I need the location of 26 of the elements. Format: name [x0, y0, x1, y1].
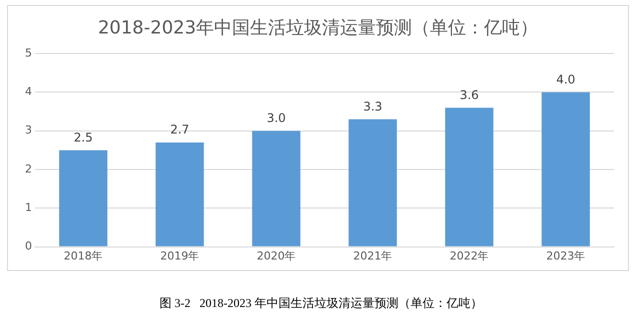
chart-title: 2018-2023年中国生活垃圾清运量预测（单位：亿吨） — [98, 17, 538, 38]
bar — [252, 130, 300, 246]
bar — [445, 108, 494, 246]
x-tick-label: 2020年 — [256, 249, 296, 262]
bar — [542, 92, 590, 246]
bar — [59, 150, 108, 246]
bar — [348, 119, 397, 246]
x-tick-label: 2023年 — [546, 249, 586, 262]
y-tick-label: 2 — [25, 162, 32, 176]
bar — [156, 142, 204, 246]
data-label: 3.0 — [266, 111, 286, 126]
y-tick-label: 4 — [25, 85, 32, 98]
data-label: 2.7 — [170, 122, 190, 137]
data-label: 4.0 — [556, 72, 576, 86]
x-tick-label: 2022年 — [450, 249, 489, 262]
y-tick-label: 3 — [25, 124, 32, 137]
y-tick-label: 1 — [25, 201, 32, 214]
y-tick-label: 0 — [25, 240, 32, 253]
data-label: 2.5 — [74, 130, 93, 144]
data-label: 3.3 — [363, 99, 382, 114]
caption: 图 3-2 2018-2023 年中国生活垃圾清运量预测（单位：亿吨） — [158, 295, 484, 312]
x-tick-label: 2019年 — [160, 249, 200, 262]
x-tick-label: 2021年 — [353, 249, 392, 262]
x-tick-label: 2018年 — [64, 249, 103, 262]
y-tick-label: 5 — [25, 46, 32, 60]
data-label: 3.6 — [460, 88, 479, 102]
